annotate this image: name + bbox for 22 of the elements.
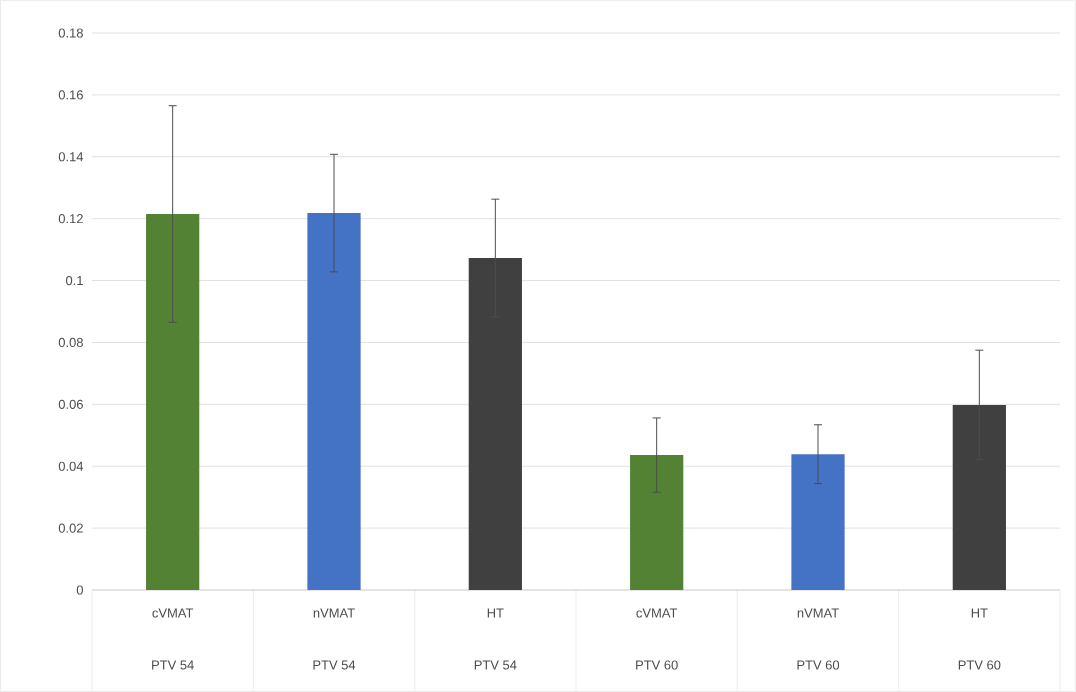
y-tick-label: 0.02: [58, 523, 83, 533]
y-tick-label: 0.12: [58, 214, 83, 224]
x-tick-label: nVMAT: [797, 608, 839, 618]
x-tick-label: nVMAT: [313, 608, 355, 618]
text: PTV 60: [797, 660, 840, 670]
y-tick-label: 0.18: [58, 28, 83, 38]
y-tick-label: 0: [76, 585, 83, 595]
text: PTV 54: [313, 660, 356, 670]
y-tick-label: 0.06: [58, 399, 83, 409]
text: PTV 54: [474, 660, 517, 670]
y-tick-label: 0.04: [58, 461, 84, 471]
x-tick-label: HT: [971, 608, 988, 618]
x-tick-label: cVMAT: [636, 608, 678, 618]
text: PTV 54: [152, 660, 194, 670]
y-tick-label: 0.16: [58, 90, 83, 100]
text: PTV 60: [636, 660, 678, 670]
y-tick-label: 0.1: [65, 275, 83, 286]
x-tick-label: HT: [487, 608, 504, 618]
y-tick-label: 0.14: [58, 152, 84, 162]
y-tick-label: 0.08: [58, 337, 83, 348]
x-tick-label: cVMAT: [152, 608, 194, 618]
text: PTV 60: [958, 660, 1001, 670]
